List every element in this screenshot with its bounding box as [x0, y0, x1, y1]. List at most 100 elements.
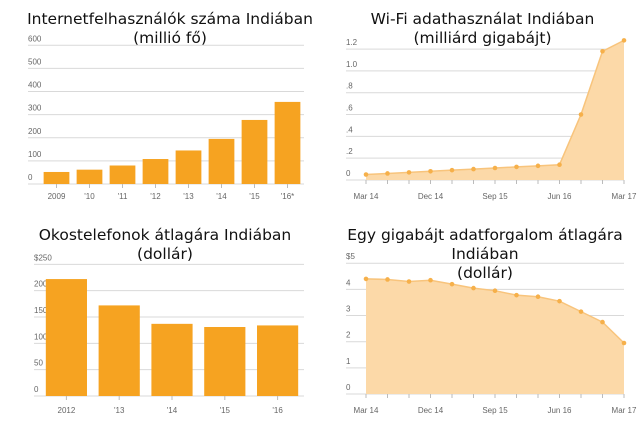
chart-2-point	[471, 166, 476, 172]
chart-3-xtick-label: '13	[114, 406, 125, 415]
chart-1-xtick-label: '14	[216, 192, 227, 201]
chart-3-xtick-label: '14	[167, 406, 178, 415]
chart-2-ytick-label: .8	[346, 82, 353, 91]
chart-2-point	[535, 163, 541, 169]
chart-3-bar	[204, 327, 246, 396]
chart-1-title: Internetfelhasználók száma Indiában (mil…	[20, 10, 320, 48]
chart-2-xtick-label: Mar 17	[612, 192, 637, 201]
chart-1-bar	[142, 159, 169, 184]
chart-2-point	[557, 162, 562, 168]
chart-3-ytick-label: 100	[34, 332, 48, 341]
chart-4-xtick-label: Sep 15	[482, 406, 508, 415]
chart-1-ytick-label: 300	[28, 104, 42, 113]
chart-4-title-text: Egy gigabájt adatforgalom átlagára Indiá…	[347, 226, 623, 263]
chart-3-bar	[45, 279, 87, 396]
chart-4-point	[406, 279, 412, 284]
chart-2-point	[600, 48, 605, 54]
chart-4-point	[363, 276, 369, 282]
chart-4-point	[535, 294, 541, 300]
chart-1-bar	[109, 165, 136, 184]
chart-4-point	[385, 277, 390, 282]
chart-1-bar	[76, 169, 103, 184]
chart-3-subtitle: (dollár)	[137, 245, 193, 263]
chart-4-ytick-label: 1	[346, 357, 351, 366]
chart-2-xtick-label: Sep 15	[482, 192, 508, 201]
chart-2-ytick-label: 1.0	[346, 60, 358, 69]
chart-4-point	[471, 285, 476, 291]
chart-1-xtick-label: '13	[183, 192, 194, 201]
chart-2-xtick-label: Jun 16	[547, 192, 572, 201]
chart-3-bar	[98, 305, 140, 396]
chart-2-subtitle: (milliárd gigabájt)	[413, 29, 552, 47]
chart-1-ytick-label: 200	[28, 127, 42, 136]
chart-2-ytick-label: .6	[346, 104, 353, 113]
chart-2-ytick-label: .4	[346, 125, 353, 134]
chart-2-ytick-label: .2	[346, 147, 353, 156]
chart-3-ytick-label: 0	[34, 385, 39, 394]
chart-3-xtick-label: '16	[272, 406, 283, 415]
chart-3-title-text: Okostelefonok átlagára Indiában	[38, 226, 292, 244]
chart-2-title: Wi-Fi adathasználat Indiában (milliárd g…	[330, 10, 635, 48]
chart-4-ytick-label: $5	[346, 252, 355, 261]
chart-1-ytick-label: 0	[28, 173, 33, 182]
chart-4-point	[600, 319, 605, 325]
chart-1-ytick-label: 100	[28, 150, 42, 159]
chart-2-point	[514, 164, 519, 170]
chart-2-xtick-label: Dec 14	[418, 192, 444, 201]
chart-3-ytick-label: 200	[34, 280, 48, 289]
chart-4-point	[578, 309, 584, 314]
chart-2-point	[428, 168, 433, 174]
chart-4-ytick-label: 3	[346, 305, 351, 314]
chart-4-point	[449, 281, 455, 287]
chart-3-ytick-label: 50	[34, 359, 43, 368]
chart-2-point	[449, 167, 455, 173]
chart-4-point	[514, 292, 519, 298]
chart-1-title-text: Internetfelhasználók száma Indiában	[27, 10, 313, 28]
chart-3-bar	[257, 325, 299, 396]
chart-1-xtick-label: 2009	[48, 192, 66, 201]
chart-4-ytick-label: 2	[346, 331, 351, 340]
chart-4-area	[366, 278, 624, 394]
chart-1-bar	[43, 171, 70, 184]
chart-2-ytick-label: 0	[346, 169, 351, 178]
chart-1-ytick-label: 600	[28, 34, 42, 43]
chart-2-point	[621, 38, 627, 43]
chart-2-area	[366, 40, 624, 181]
chart-2-ytick-label: 1.2	[346, 38, 358, 47]
chart-4-subtitle: (dollár)	[457, 264, 513, 282]
chart-3-xtick-label: 2012	[58, 406, 76, 415]
chart-1-xtick-label: '15	[249, 192, 260, 201]
chart-3-ytick-label: $250	[34, 253, 52, 262]
chart-1-xtick-label: '11	[118, 192, 128, 201]
chart-1-bar	[208, 138, 235, 184]
chart-3-bar	[151, 323, 193, 396]
chart-1-xtick-label: '12	[150, 192, 161, 201]
chart-3-ytick-label: 150	[34, 306, 48, 315]
chart-4-xtick-label: Dec 14	[418, 406, 444, 415]
chart-4-xtick-label: Mar 14	[354, 406, 379, 415]
chart-4-xtick-label: Mar 17	[612, 406, 637, 415]
chart-4-ytick-label: 4	[346, 278, 351, 287]
chart-4-point	[557, 298, 562, 304]
chart-2-point	[363, 172, 369, 177]
chart-4-ytick-label: 0	[346, 383, 351, 392]
chart-2-xtick-label: Mar 14	[354, 192, 379, 201]
chart-1-ytick-label: 400	[28, 81, 42, 90]
chart-1-xtick-label: '16*	[281, 192, 295, 201]
chart-4-point	[428, 277, 433, 283]
chart-1-bar	[175, 150, 202, 184]
chart-1-bar	[274, 101, 301, 184]
chart-1-xtick-label: '10	[84, 192, 95, 201]
chart-2-point	[406, 170, 412, 175]
chart-4-point	[621, 340, 627, 346]
chart-4-xtick-label: Jun 16	[547, 406, 572, 415]
chart-1-bar	[241, 119, 268, 184]
chart-3-xtick-label: '15	[220, 406, 231, 415]
chart-2-point	[385, 171, 390, 176]
chart-3-title: Okostelefonok átlagára Indiában (dollár)	[10, 226, 320, 264]
chart-2-point	[492, 165, 498, 171]
chart-4-title: Egy gigabájt adatforgalom átlagára Indiá…	[326, 226, 644, 283]
chart-2-title-text: Wi-Fi adathasználat Indiában	[370, 10, 595, 28]
